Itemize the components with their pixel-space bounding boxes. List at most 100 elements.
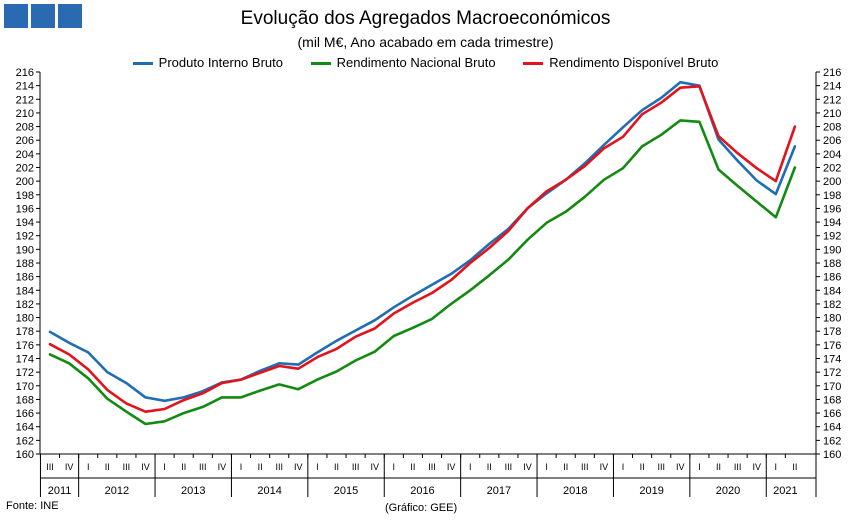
y-tick-label-right: 210 [823, 108, 841, 120]
x-tick-label: III [275, 462, 283, 472]
year-label-2019: 2019 [639, 485, 663, 497]
x-tick-label: I [469, 462, 472, 472]
x-tick-label: II [716, 462, 721, 472]
y-tick-label-left: 178 [16, 326, 34, 338]
legend-swatch-rdb [523, 62, 544, 66]
chart-title: Evolução dos Agregados Macroeconómicos [240, 8, 611, 29]
y-tick-label-left: 186 [16, 272, 34, 284]
x-tick-label: IV [447, 462, 456, 472]
x-tick-label: IV [752, 462, 761, 472]
x-tick-label: II [105, 462, 110, 472]
y-tick-label-right: 170 [823, 381, 841, 393]
x-tick-label: II [563, 462, 568, 472]
y-tick-label-left: 168 [16, 394, 34, 406]
year-label-2011: 2011 [48, 485, 72, 497]
source-note: Fonte: INE [6, 500, 59, 512]
y-tick-label-right: 214 [823, 81, 841, 93]
y-tick-label-left: 164 [16, 422, 34, 434]
x-tick-label: III [352, 462, 360, 472]
y-tick-label-right: 188 [823, 258, 841, 270]
x-tick-label: I [545, 462, 548, 472]
y-tick-label-left: 190 [16, 244, 34, 256]
x-tick-label: IV [141, 462, 150, 472]
x-tick-label: III [505, 462, 513, 472]
x-tick-label: II [792, 462, 797, 472]
y-tick-label-left: 192 [16, 231, 34, 243]
x-tick-label: II [410, 462, 415, 472]
y-tick-label-left: 174 [16, 354, 34, 366]
logo-square-3 [58, 4, 82, 28]
y-tick-label-left: 160 [16, 449, 34, 461]
x-tick-label: III [199, 462, 207, 472]
y-tick-label-left: 204 [16, 149, 34, 161]
x-tick-label: II [640, 462, 645, 472]
y-tick-label-left: 196 [16, 203, 34, 215]
y-tick-label-right: 190 [823, 244, 841, 256]
year-label-2014: 2014 [257, 485, 281, 497]
y-tick-label-left: 184 [16, 285, 34, 297]
x-tick-label: IV [65, 462, 74, 472]
x-tick-label: III [657, 462, 665, 472]
y-tick-label-right: 192 [823, 231, 841, 243]
x-tick-label: III [46, 462, 54, 472]
year-label-2020: 2020 [716, 485, 740, 497]
x-tick-label: I [393, 462, 396, 472]
y-tick-label-right: 212 [823, 94, 841, 106]
y-tick-label-right: 204 [823, 149, 841, 161]
y-tick-label-left: 176 [16, 340, 34, 352]
y-tick-label-left: 166 [16, 408, 34, 420]
chart-subtitle: (mil M€, Ano acabado em cada trimestre) [297, 34, 554, 50]
year-label-2015: 2015 [334, 485, 358, 497]
y-tick-label-right: 176 [823, 340, 841, 352]
y-tick-label-left: 194 [16, 217, 34, 229]
x-tick-label: I [775, 462, 778, 472]
legend-label-pib: Produto Interno Bruto [158, 55, 283, 70]
year-label-2012: 2012 [105, 485, 129, 497]
chart-credit: (Gráfico: GEE) [385, 502, 458, 514]
y-tick-label-right: 206 [823, 135, 841, 147]
x-tick-label: I [240, 462, 243, 472]
x-tick-label: III [734, 462, 742, 472]
series-line-pib [48, 80, 797, 403]
logo [4, 4, 82, 28]
x-tick-label: IV [218, 462, 227, 472]
x-tick-label: I [87, 462, 90, 472]
year-label-2013: 2013 [181, 485, 205, 497]
year-label-2018: 2018 [563, 485, 587, 497]
y-tick-label-right: 182 [823, 299, 841, 311]
y-tick-label-right: 178 [823, 326, 841, 338]
y-tick-label-left: 216 [16, 67, 34, 79]
x-tick-label: IV [600, 462, 609, 472]
x-tick-label: II [258, 462, 263, 472]
y-tick-label-right: 184 [823, 285, 841, 297]
y-tick-label-right: 196 [823, 203, 841, 215]
y-tick-label-right: 208 [823, 122, 841, 134]
legend-item-pib: Produto Interno Bruto [132, 55, 283, 70]
y-tick-label-right: 174 [823, 354, 841, 366]
x-tick-label: I [698, 462, 701, 472]
y-tick-label-right: 200 [823, 176, 841, 188]
y-tick-label-right: 168 [823, 394, 841, 406]
x-tick-label: I [163, 462, 166, 472]
series-line-rnb [48, 119, 797, 426]
year-label-2016: 2016 [410, 485, 434, 497]
series-line-rdb [48, 85, 797, 414]
y-tick-label-left: 198 [16, 190, 34, 202]
x-tick-label: III [428, 462, 436, 472]
y-tick-label-right: 172 [823, 367, 841, 379]
y-tick-label-left: 162 [16, 435, 34, 447]
x-tick-label: IV [523, 462, 532, 472]
y-tick-label-right: 164 [823, 422, 841, 434]
y-tick-label-left: 180 [16, 313, 34, 325]
legend-item-rnb: Rendimento Nacional Bruto [310, 55, 496, 70]
legend-swatch-pib [132, 62, 153, 66]
x-tick-label: IV [370, 462, 379, 472]
y-tick-label-right: 160 [823, 449, 841, 461]
y-tick-label-left: 206 [16, 135, 34, 147]
x-tick-label: II [334, 462, 339, 472]
x-tick-label: III [123, 462, 131, 472]
y-tick-label-left: 182 [16, 299, 34, 311]
y-tick-label-right: 202 [823, 163, 841, 175]
legend-item-rdb: Rendimento Disponível Bruto [523, 55, 718, 70]
